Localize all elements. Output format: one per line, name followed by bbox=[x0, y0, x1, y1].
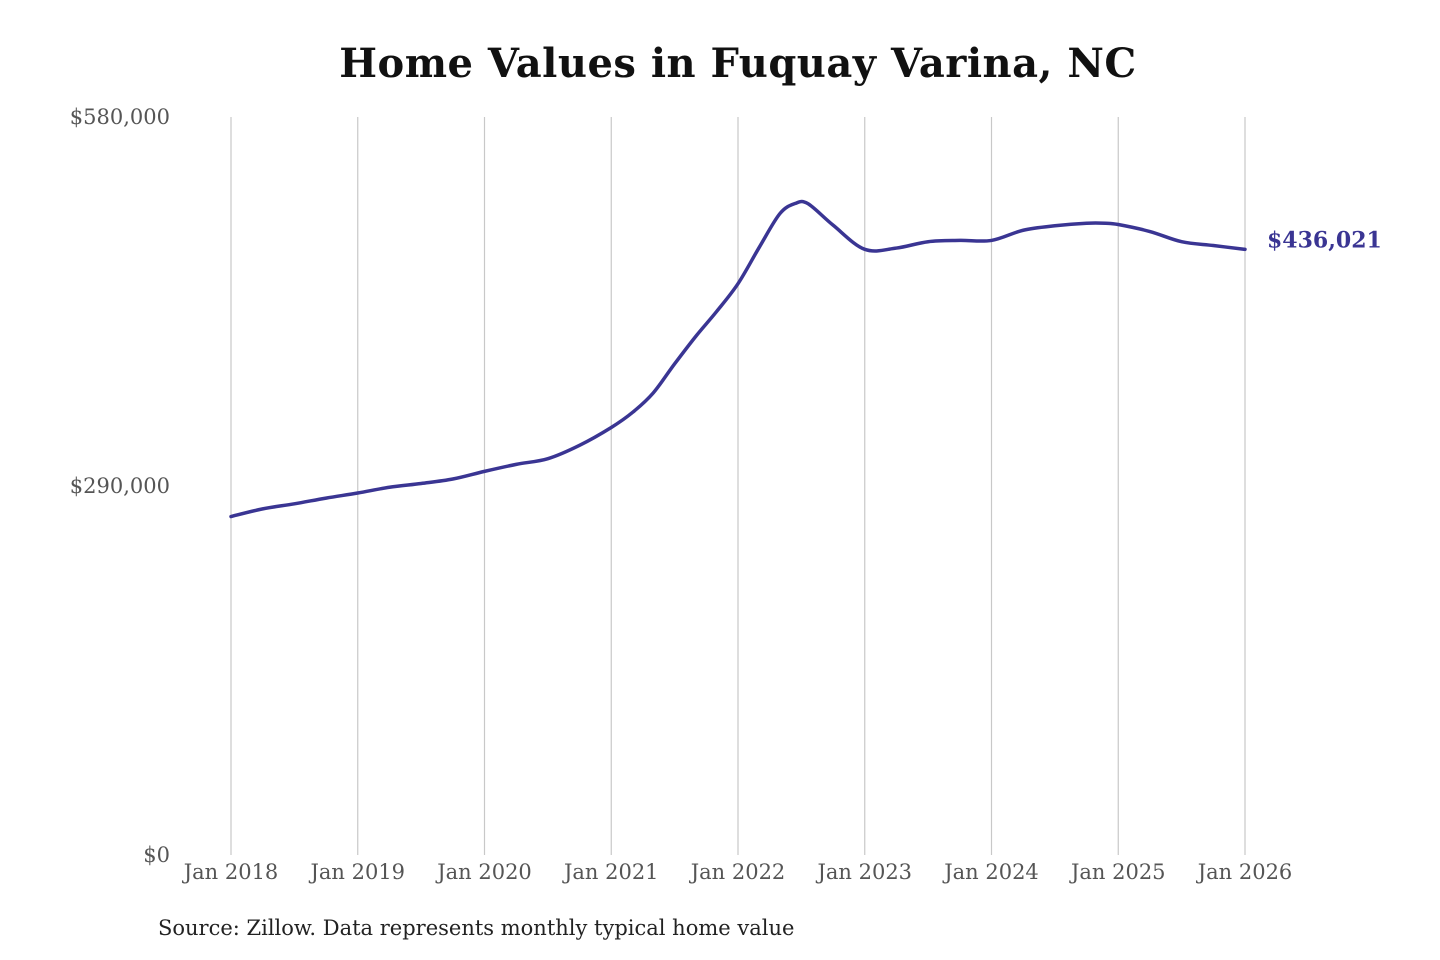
x-axis-ticks: Jan 2018 Jan 2019 Jan 2020 Jan 2021 Jan 2022… bbox=[182, 860, 1293, 884]
series-line-0 bbox=[229, 199, 1247, 519]
series-layer bbox=[229, 199, 1247, 519]
x-tick-label: Jan 2026 bbox=[1196, 860, 1293, 884]
x-tick-label: Jan 2019 bbox=[308, 860, 405, 884]
x-tick-label: Jan 2024 bbox=[942, 860, 1039, 884]
x-tick-label: Jan 2022 bbox=[689, 860, 786, 884]
y-tick-label: $580,000 bbox=[70, 105, 170, 129]
x-tick-label: Jan 2025 bbox=[1069, 860, 1166, 884]
y-tick-label: $0 bbox=[143, 843, 170, 867]
x-tick-label: Jan 2023 bbox=[815, 860, 912, 884]
y-tick-label: $290,000 bbox=[70, 474, 170, 498]
x-tick-label: Jan 2021 bbox=[562, 860, 659, 884]
y-axis-ticks: $0 $290,000 $580,000 bbox=[70, 105, 170, 867]
end-value-label: $436,021 bbox=[1267, 227, 1382, 253]
x-tick-label: Jan 2018 bbox=[182, 860, 279, 884]
source-note: Source: Zillow. Data represents monthly … bbox=[158, 916, 795, 940]
x-tick-label: Jan 2020 bbox=[435, 860, 532, 884]
chart-title: Home Values in Fuquay Varina, NC bbox=[339, 40, 1137, 87]
gridlines bbox=[230, 117, 1246, 855]
